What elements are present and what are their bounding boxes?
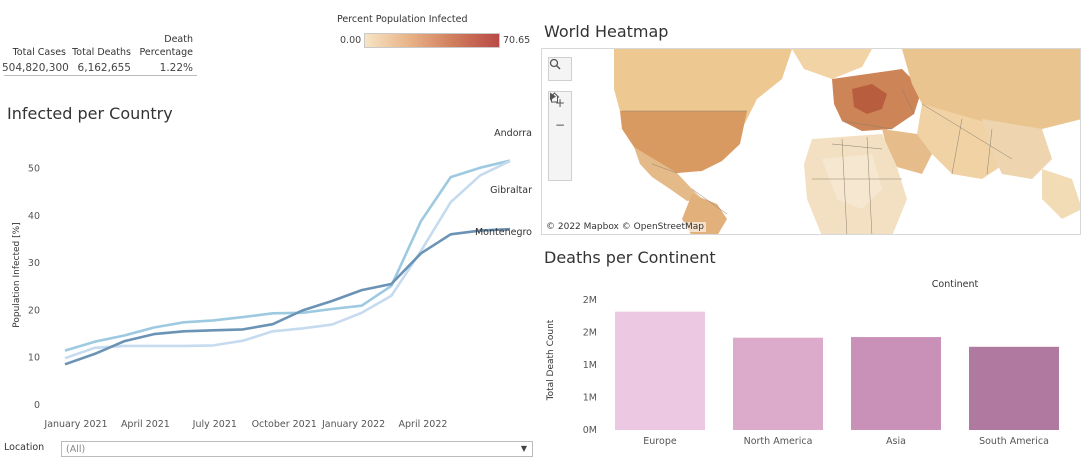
legend-max: 70.65 [503, 35, 531, 46]
deaths-bar-chart: Continent Total Death Count 0M 1M 1M 2M 2M Euro… [546, 279, 1059, 447]
central-asia-region [917, 104, 1012, 179]
death-percentage-value: 1.22% [159, 62, 193, 74]
deaths-per-continent-title: Deaths per Continent [544, 248, 716, 267]
x-tick-label-0: January 2021 [43, 419, 107, 430]
country-borders [622, 88, 1013, 234]
series-line-andorra [64, 159, 511, 352]
death-percentage-header-line1: Death [164, 34, 193, 45]
search-icon[interactable] [549, 58, 571, 80]
category-label-1: North America [744, 436, 813, 447]
y-tick-label-4: 2M [583, 295, 597, 306]
category-label-0: Europe [643, 436, 677, 447]
y-tick-label-5: 50 [28, 164, 40, 175]
total-cases-header: Total Cases [12, 47, 66, 58]
death-percentage-header-line2: Percentage [139, 47, 193, 58]
map-search-control[interactable] [548, 57, 572, 81]
infected-line-chart: 0 10 20 30 40 50 Population Infected [%] Januar… [12, 128, 532, 430]
x-tick-label-1: April 2021 [121, 419, 170, 430]
world-map-graphic [542, 49, 1080, 234]
world-heatmap[interactable]: + − © 2022 Mapbox © OpenStreetMap [541, 48, 1081, 235]
y-tick-label-1: 10 [28, 353, 40, 364]
zoom-in-icon[interactable]: + [554, 96, 566, 110]
legend-color-ramp [364, 33, 500, 48]
y-tick-label-4: 40 [28, 211, 40, 222]
greenland-region [792, 49, 872, 79]
legend-title: Percent Population Infected [337, 14, 468, 25]
southeast-asia-region [1042, 169, 1080, 219]
y-tick-label-0: 0 [34, 400, 40, 411]
home-icon[interactable] [549, 92, 571, 158]
russia-region [902, 49, 1080, 129]
total-deaths-value: 6,162,655 [77, 62, 131, 74]
category-label-2: Asia [886, 436, 906, 447]
kpi-divider [4, 75, 197, 76]
total-cases-value: 504,820,300 [2, 62, 69, 74]
series-label-montenegro: Montenegro [475, 227, 532, 238]
map-zoom-controls[interactable]: + − [548, 91, 572, 181]
infected-per-country-title: Infected per Country [7, 104, 173, 123]
bar-europe [615, 311, 705, 430]
play-icon[interactable] [549, 92, 571, 180]
series-line-montenegro [64, 227, 511, 366]
zoom-out-icon[interactable]: − [554, 118, 566, 132]
series-line-gibraltar [64, 159, 511, 360]
usa-region [620, 111, 747, 173]
dropdown-arrow-icon[interactable]: ▼ [520, 444, 527, 453]
central-africa-region [822, 154, 882, 209]
location-filter-value: (All) [66, 444, 86, 455]
category-label-3: South America [979, 436, 1049, 447]
mexico-region [634, 147, 702, 201]
y-tick-label-2: 1M [583, 360, 597, 371]
y-tick-label-1: 1M [583, 393, 597, 404]
world-heatmap-title: World Heatmap [544, 22, 669, 41]
series-label-gibraltar: Gibraltar [490, 185, 532, 196]
china-region [982, 119, 1052, 179]
y-tick-label-2: 20 [28, 305, 40, 316]
location-filter-select[interactable]: (All) ▼ [61, 441, 533, 457]
bar-north-america [733, 337, 823, 430]
middle-east-region [882, 129, 932, 174]
y-tick-label-3: 2M [583, 328, 597, 339]
x-tick-label-5: April 2022 [399, 419, 448, 430]
total-deaths-header: Total Deaths [72, 47, 131, 58]
bar-south-america [969, 346, 1059, 430]
x-tick-label-4: January 2022 [321, 419, 385, 430]
series-label-andorra: Andorra [494, 128, 532, 139]
y-tick-label-3: 30 [28, 258, 40, 269]
x-tick-label-3: October 2021 [252, 419, 317, 430]
y-tick-label-0: 0M [583, 425, 597, 436]
x-tick-label-2: July 2021 [192, 419, 237, 430]
bar-asia [851, 337, 941, 430]
legend-min: 0.00 [340, 35, 362, 46]
central-europe-region [852, 84, 887, 114]
y-axis-label: Population Infected [%] [12, 222, 22, 327]
location-filter-label: Location [4, 442, 45, 453]
y-axis-label: Total Death Count [546, 319, 556, 401]
x-axis-label: Continent [932, 279, 979, 290]
map-attribution: © 2022 Mapbox © OpenStreetMap [544, 222, 706, 232]
